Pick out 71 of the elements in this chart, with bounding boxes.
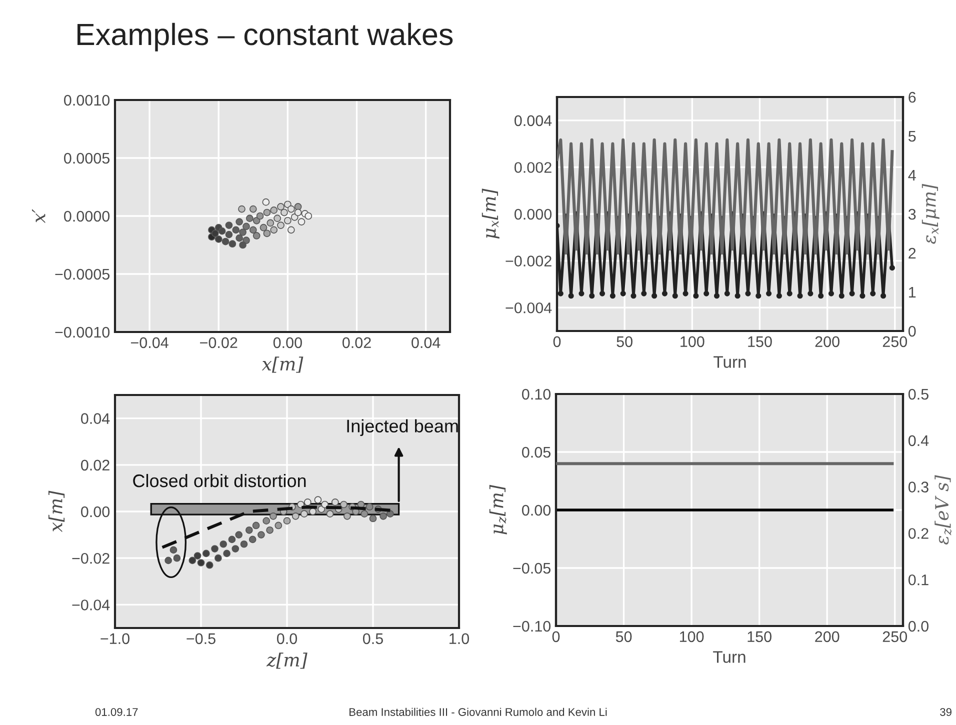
y-tick-label: 0.00: [522, 504, 551, 516]
x-tick-label: −1.0: [100, 633, 130, 644]
x-tick-label: 0: [553, 336, 561, 348]
x-tick-label: 50: [616, 336, 632, 348]
y-tick-label: 0.05: [522, 446, 550, 458]
x-tick-label: −0.02: [200, 337, 238, 348]
x-tick-label: 150: [748, 631, 772, 642]
text: 39: [940, 708, 952, 716]
y-tick-label: −0.002: [506, 256, 552, 266]
y2-tick-label: 5: [908, 131, 916, 142]
y2-tick-label: 2: [908, 248, 916, 259]
y-tick-label: −0.10: [513, 620, 551, 632]
y-tick-label: −0.0010: [55, 326, 110, 338]
y2-tick-label: 3: [908, 208, 916, 220]
y-axis-title: μ$_{z}$[m]: [489, 484, 507, 534]
x-tick-label: 200: [815, 336, 840, 348]
x-tick-label: −0.5: [186, 633, 216, 644]
x-tick-label: 1.0: [450, 633, 470, 644]
x-tick-label: 0.5: [362, 633, 383, 644]
x-tick-label: 200: [815, 631, 840, 642]
y-axis-title: x′: [32, 208, 46, 224]
y-axis-title: μ$_{x}$[m]: [482, 188, 500, 239]
x-tick-label: 0: [552, 631, 560, 642]
annotation: Closed orbit distortion: [133, 474, 306, 488]
y2-tick-label: 1: [909, 287, 916, 298]
y-tick-label: 0.002: [514, 162, 552, 173]
y2-tick-label: 0.0: [908, 620, 928, 632]
y2-tick-label: 4: [908, 170, 916, 181]
x-tick-label: 0.04: [412, 337, 440, 348]
y-tick-label: −0.02: [72, 552, 110, 564]
y-tick-label: −0.0005: [55, 268, 110, 280]
y-tick-label: 0.004: [514, 115, 552, 126]
x-axis-title: z[m]: [266, 652, 308, 669]
x-axis-title: x[m]: [262, 356, 304, 373]
y-tick-label: −0.004: [506, 302, 552, 314]
y2-tick-label: 0: [908, 326, 916, 337]
x-axis-title: Turn: [714, 356, 746, 368]
x-tick-label: 100: [680, 631, 704, 642]
x-axis-title: Turn: [713, 651, 746, 663]
y-tick-label: −0.04: [72, 600, 110, 610]
y-tick-label: 0.0000: [64, 210, 110, 222]
y-tick-label: 0.0010: [64, 94, 110, 106]
y-tick-label: 0.0005: [64, 152, 110, 164]
y2-tick-label: 0.3: [908, 482, 928, 492]
y2-axis-title: ε$_{x}$[μm]: [922, 184, 940, 244]
y-tick-label: 0.02: [81, 460, 110, 471]
x-tick-label: 0.0: [276, 633, 298, 644]
y-tick-label: 0.00: [81, 506, 110, 518]
chart-title: Examples – constant wakes: [78, 22, 453, 52]
x-tick-label: 250: [882, 631, 908, 642]
y-tick-label: 0.000: [514, 208, 552, 220]
y2-tick-label: 0.4: [908, 435, 929, 446]
x-tick-label: −0.04: [130, 337, 168, 348]
x-tick-label: 150: [748, 336, 772, 348]
y2-tick-label: 0.2: [908, 528, 928, 539]
y-axis-title: x[m]: [48, 490, 65, 532]
x-tick-label: 50: [616, 631, 632, 642]
y-tick-label: 0.04: [81, 413, 110, 424]
x-tick-label: 0.00: [273, 337, 302, 348]
annotation: Injected beam: [347, 419, 458, 436]
x-tick-label: 100: [680, 336, 704, 348]
text: 01.09.17: [95, 708, 138, 716]
y-tick-label: −0.05: [513, 562, 550, 574]
y2-axis-title: ε$_{z}$[eV s]: [934, 475, 952, 545]
y2-tick-label: 0.1: [908, 574, 928, 586]
y-tick-label: 0.10: [522, 388, 551, 400]
text: Beam Instabilities III - Giovanni Rumolo and Kevin Li: [350, 708, 607, 716]
x-tick-label: 250: [882, 336, 908, 348]
x-tick-label: 0.02: [342, 337, 371, 348]
y2-tick-label: 6: [908, 92, 916, 103]
y2-tick-label: 0.5: [908, 388, 928, 400]
